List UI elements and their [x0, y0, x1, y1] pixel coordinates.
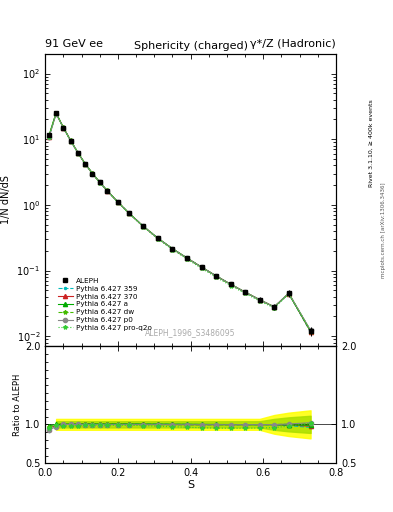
Text: γ*/Z (Hadronic): γ*/Z (Hadronic) [250, 38, 336, 49]
X-axis label: S: S [187, 480, 194, 489]
Text: ALEPH_1996_S3486095: ALEPH_1996_S3486095 [145, 329, 236, 337]
Text: mcplots.cern.ch [arXiv:1306.3436]: mcplots.cern.ch [arXiv:1306.3436] [381, 183, 386, 278]
Y-axis label: 1/N dN/dS: 1/N dN/dS [1, 176, 11, 224]
Legend: ALEPH, Pythia 6.427 359, Pythia 6.427 370, Pythia 6.427 a, Pythia 6.427 dw, Pyth: ALEPH, Pythia 6.427 359, Pythia 6.427 37… [57, 278, 152, 331]
Y-axis label: Ratio to ALEPH: Ratio to ALEPH [13, 374, 22, 436]
Text: 91 GeV ee: 91 GeV ee [45, 38, 103, 49]
Text: Rivet 3.1.10, ≥ 400k events: Rivet 3.1.10, ≥ 400k events [369, 99, 374, 187]
Text: Sphericity (charged): Sphericity (charged) [134, 41, 248, 51]
